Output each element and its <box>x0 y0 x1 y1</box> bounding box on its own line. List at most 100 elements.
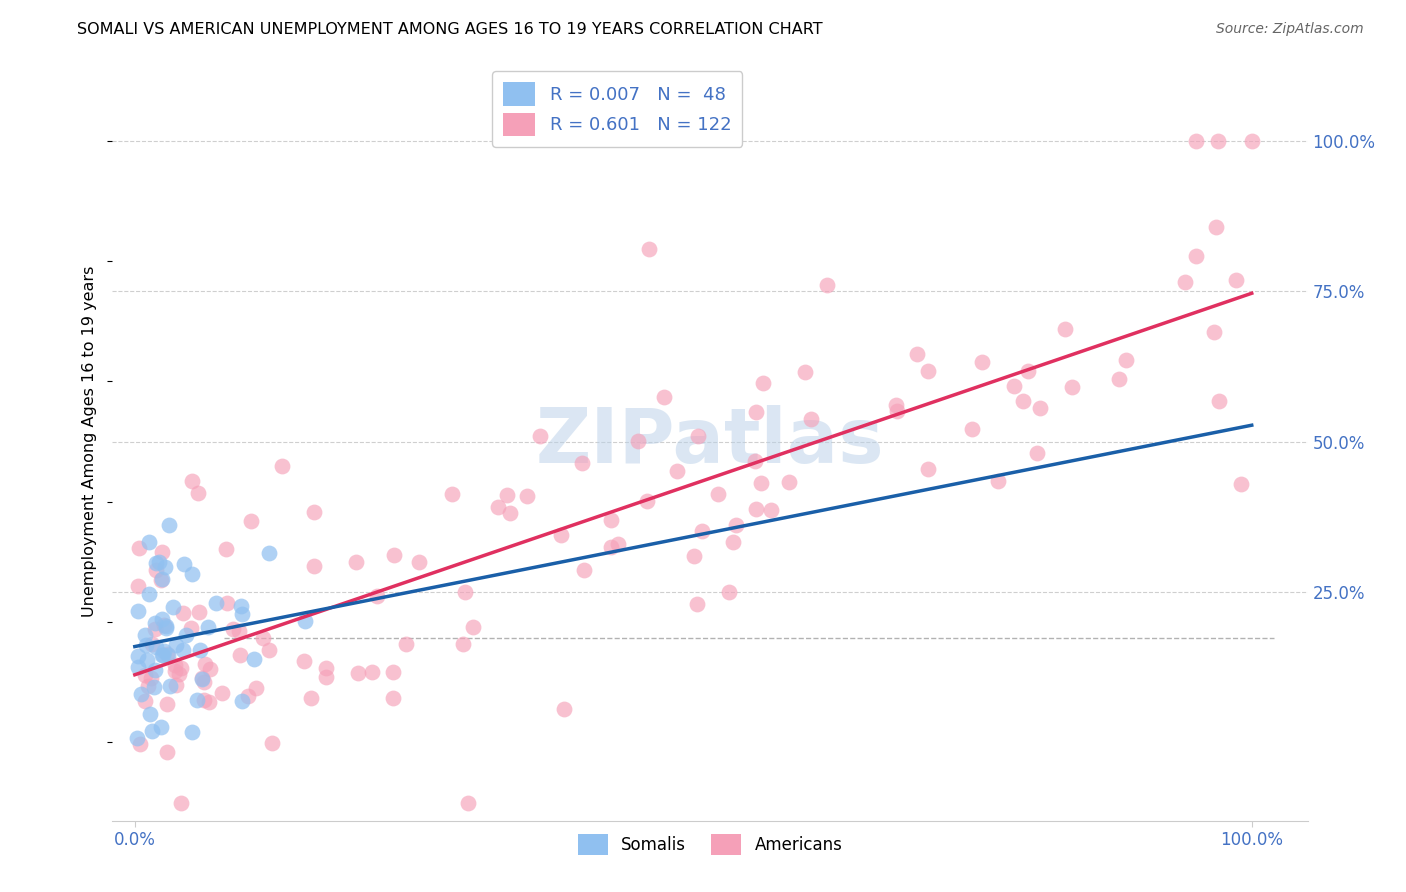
Point <box>1062 379 1084 393</box>
Point <box>187 485 209 500</box>
Point <box>366 589 388 603</box>
Point <box>1184 249 1206 263</box>
Point <box>139 706 162 721</box>
Text: SOMALI VS AMERICAN UNEMPLOYMENT AMONG AGES 16 TO 19 YEARS CORRELATION CHART: SOMALI VS AMERICAN UNEMPLOYMENT AMONG AG… <box>77 22 823 37</box>
Point <box>529 429 551 443</box>
Point <box>690 524 713 538</box>
Point <box>553 702 575 716</box>
Point <box>1002 378 1025 392</box>
Point <box>799 412 821 426</box>
Point <box>152 648 174 662</box>
Point <box>205 595 228 609</box>
Point <box>193 693 215 707</box>
Point <box>344 555 367 569</box>
Point <box>170 661 193 675</box>
Point <box>145 640 167 654</box>
Point <box>155 619 177 633</box>
Point <box>262 736 284 750</box>
Point <box>143 622 166 636</box>
Point <box>550 527 572 541</box>
Point <box>187 605 209 619</box>
Point <box>127 648 149 663</box>
Point <box>194 657 217 671</box>
Point <box>453 637 475 651</box>
Point <box>228 624 250 638</box>
Point <box>1240 134 1263 148</box>
Point <box>299 691 322 706</box>
Point <box>626 434 648 449</box>
Point <box>1229 476 1251 491</box>
Point <box>127 604 149 618</box>
Point <box>149 573 172 587</box>
Point <box>457 796 479 810</box>
Point <box>315 661 337 675</box>
Point <box>294 614 316 628</box>
Point <box>173 557 195 571</box>
Point <box>688 428 710 442</box>
Point <box>135 653 157 667</box>
Point <box>181 725 204 739</box>
Point <box>749 475 772 490</box>
Point <box>150 612 173 626</box>
Point <box>173 606 195 620</box>
Point <box>141 672 163 686</box>
Point <box>165 638 187 652</box>
Point <box>135 638 157 652</box>
Point <box>143 681 166 695</box>
Point <box>141 724 163 739</box>
Point <box>453 585 475 599</box>
Point <box>1174 275 1197 289</box>
Point <box>461 620 484 634</box>
Point <box>127 660 149 674</box>
Point <box>172 643 194 657</box>
Point <box>382 548 405 562</box>
Point <box>1202 326 1225 340</box>
Point <box>156 697 179 711</box>
Text: ZIPatlas: ZIPatlas <box>536 405 884 478</box>
Point <box>347 665 370 680</box>
Point <box>270 458 292 473</box>
Point <box>170 796 193 810</box>
Point <box>1011 393 1033 408</box>
Point <box>167 667 190 681</box>
Point <box>193 675 215 690</box>
Point <box>198 662 221 676</box>
Point <box>302 505 325 519</box>
Point <box>197 695 219 709</box>
Point <box>148 555 170 569</box>
Point <box>180 566 202 581</box>
Point <box>1205 220 1227 235</box>
Point <box>174 628 197 642</box>
Point <box>228 648 250 662</box>
Point <box>257 643 280 657</box>
Point <box>723 534 745 549</box>
Point <box>156 745 179 759</box>
Point <box>486 500 509 515</box>
Point <box>134 667 156 681</box>
Point <box>1208 394 1230 409</box>
Point <box>188 643 211 657</box>
Point <box>150 545 173 559</box>
Point <box>637 242 659 256</box>
Point <box>150 648 173 663</box>
Point <box>155 647 177 661</box>
Point <box>128 737 150 751</box>
Point <box>884 398 907 412</box>
Point <box>636 494 658 508</box>
Point <box>440 487 463 501</box>
Point <box>138 679 160 693</box>
Point <box>717 584 740 599</box>
Point <box>1225 273 1247 287</box>
Point <box>759 502 782 516</box>
Point <box>886 404 908 418</box>
Point <box>245 681 267 695</box>
Point <box>1185 134 1208 148</box>
Point <box>166 678 188 692</box>
Point <box>794 365 817 379</box>
Point <box>145 663 167 677</box>
Point <box>382 691 405 706</box>
Point <box>197 620 219 634</box>
Point <box>725 517 748 532</box>
Point <box>499 506 522 520</box>
Y-axis label: Unemployment Among Ages 16 to 19 years: Unemployment Among Ages 16 to 19 years <box>82 266 97 617</box>
